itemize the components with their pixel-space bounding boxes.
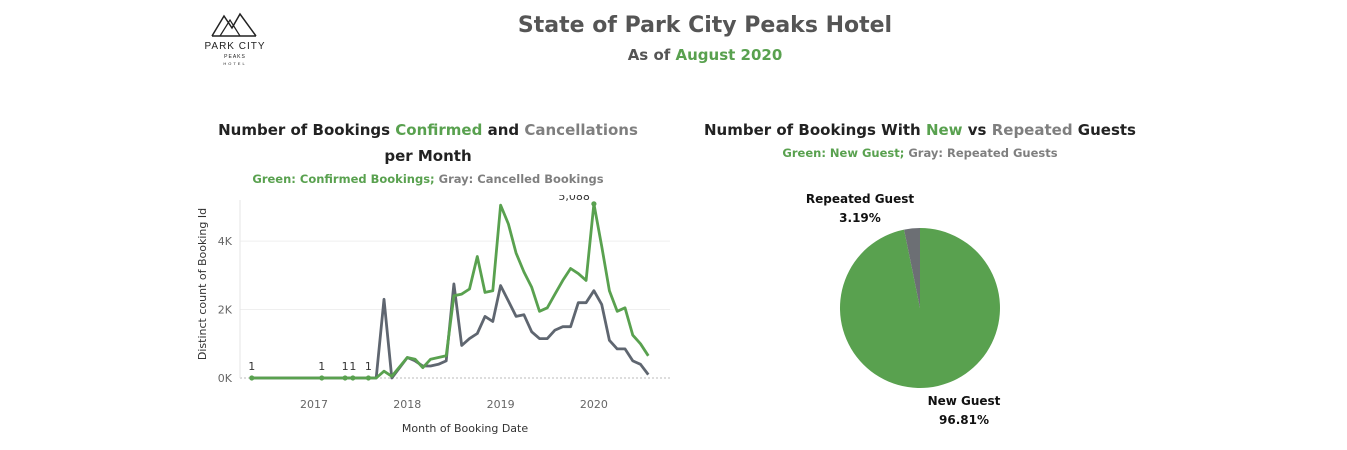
pie-title-guests: Guests [1077,121,1136,139]
pie-title-new: New [925,121,963,139]
data-label: 1 [342,360,349,373]
y-axis-title: Distinct count of Booking Id [196,208,209,360]
line-title-line2: per Month [384,147,472,165]
annotation-dot [342,375,348,381]
mountain-logo-icon [211,12,257,37]
annotation-dot [249,375,255,381]
logo-sub2: HOTEL [223,61,247,66]
pie-slice-repeated [904,228,920,308]
repeated-guest-label: Repeated Guest [806,192,915,206]
annotation-dot [350,375,356,381]
line-chart-title: Number of Bookings Confirmed and Cancell… [190,117,666,169]
line-chart-subtitle: Green: Confirmed Bookings; Gray: Cancell… [190,172,666,186]
pie-sub-green: Green: New Guest; [782,146,905,160]
y-tick-label: 0K [218,372,233,385]
logo-name: PARK CITY [204,41,266,52]
line-title-part1: Number of Bookings [218,121,391,139]
data-label: 1 [349,360,356,373]
dashboard-subtitle: As of August 2020 [480,46,930,64]
annotation-dot [319,375,325,381]
y-tick-label: 4K [218,235,233,248]
logo-sub: PEAKS [224,54,246,60]
hotel-logo: PARK CITY PEAKS HOTEL [196,10,276,72]
line-title-and: and [487,121,520,139]
pie-title-part1: Number of Bookings With [703,121,921,139]
x-axis-title: Month of Booking Date [402,422,528,435]
line-sub-green: Green: Confirmed Bookings; [252,172,435,186]
x-tick-label: 2019 [487,398,515,411]
bookings-line-chart: 0K 2K 4K 2017 2018 2019 2020 Month of Booking D… [196,195,670,435]
y-tick-label: 2K [218,304,233,317]
data-label: 1 [365,360,372,373]
data-label: 1 [318,360,325,373]
pie-title-vs: vs [967,121,987,139]
x-tick-label: 2018 [393,398,421,411]
line-sub-gray: Gray: Cancelled Bookings [438,172,604,186]
dashboard-title: State of Park City Peaks Hotel [517,13,893,38]
annotation-dot [591,201,597,207]
confirmed-line [251,202,650,380]
subtitle-prefix: As of [627,46,671,64]
data-label: 5,088 [558,195,590,203]
guests-pie-chart: Repeated Guest 3.19% New Guest 96.81% [806,192,1001,427]
data-label: 1 [248,360,255,373]
repeated-guest-percent: 3.19% [839,211,881,225]
pie-chart-subtitle: Green: New Guest; Gray: Repeated Guests [680,146,1160,160]
pie-title-repeated: Repeated [991,121,1073,139]
new-guest-label: New Guest [928,394,1001,408]
annotation-dot [365,375,372,381]
pie-sub-gray: Gray: Repeated Guests [908,146,1058,160]
new-guest-percent: 96.81% [939,413,989,427]
line-title-confirmed: Confirmed [395,121,483,139]
pie-slice-new [839,228,1000,388]
x-tick-label: 2017 [300,398,328,411]
line-title-cancellations: Cancellations [524,121,638,139]
pie-chart-title: Number of Bookings With New vs Repeated … [680,117,1160,143]
x-tick-label: 2020 [580,398,608,411]
subtitle-date: August 2020 [675,46,783,64]
